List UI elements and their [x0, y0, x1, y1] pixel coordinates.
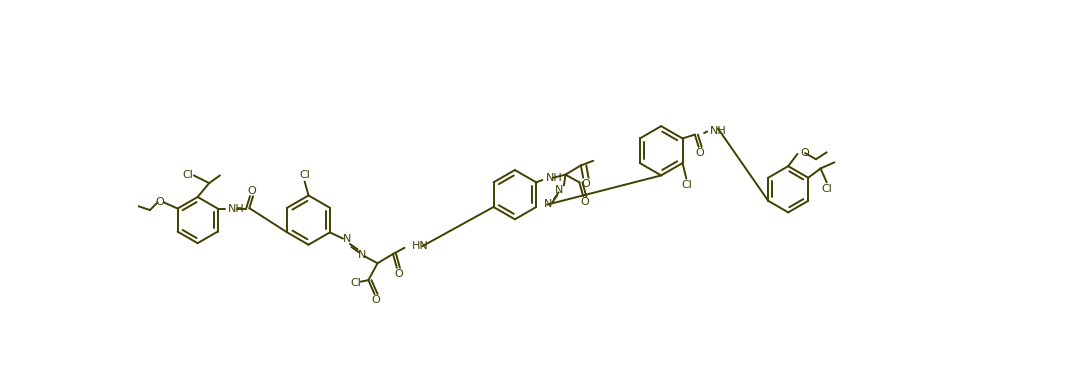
- Text: O: O: [801, 148, 809, 158]
- Text: N: N: [358, 250, 367, 260]
- Text: N: N: [555, 185, 563, 195]
- Text: Cl: Cl: [821, 184, 832, 194]
- Text: Cl: Cl: [182, 170, 193, 180]
- Text: Cl: Cl: [351, 278, 361, 288]
- Text: NH: NH: [228, 204, 245, 214]
- Text: HN: HN: [412, 241, 429, 251]
- Text: NH: NH: [546, 174, 562, 184]
- Text: O: O: [696, 148, 705, 158]
- Text: O: O: [582, 179, 590, 189]
- Text: O: O: [155, 197, 164, 207]
- Text: Cl: Cl: [681, 180, 692, 190]
- Text: N: N: [343, 234, 351, 244]
- Text: NH: NH: [710, 126, 727, 136]
- Text: O: O: [581, 197, 589, 207]
- Text: Cl: Cl: [299, 170, 310, 180]
- Text: O: O: [371, 295, 381, 305]
- Text: O: O: [247, 186, 256, 196]
- Text: N: N: [544, 199, 552, 209]
- Text: O: O: [394, 269, 402, 279]
